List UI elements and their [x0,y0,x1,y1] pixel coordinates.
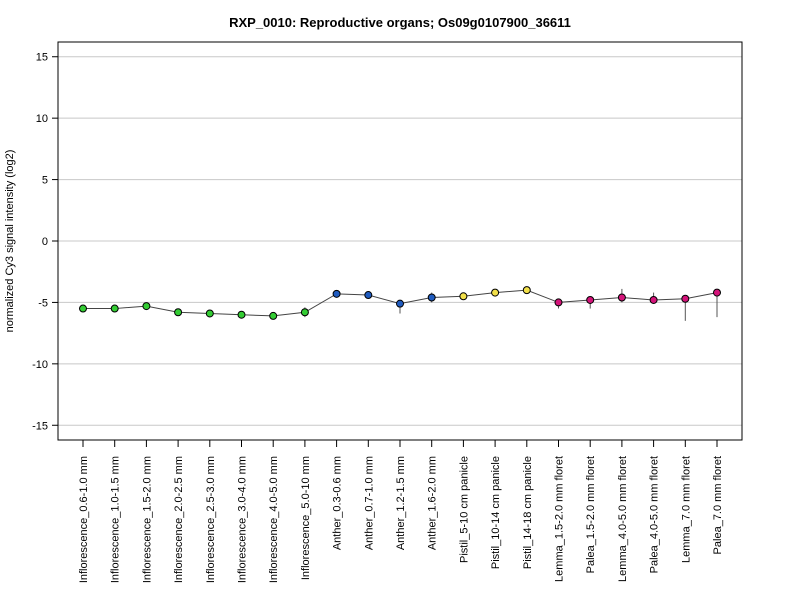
x-tick-label: Palea_4.0-5.0 mm floret [649,456,661,573]
x-tick-label: Pistil_5-10 cm panicle [458,456,470,563]
y-axis: 15 10 5 0 -5 -10 -15 [32,52,58,432]
data-point [364,291,373,300]
x-tick-label: Lemma_1.5-2.0 mm floret [554,456,566,582]
y-axis-label: normalized Cy3 signal intensity (log2) [4,150,16,333]
y-tick-label: 5 [42,175,48,187]
data-point [649,295,658,304]
x-axis: Inflorescence_0.6-1.0 mm Inflorescence_1.… [78,440,724,583]
x-tick-label: Pistil_10-14 cm panicle [490,456,502,569]
x-tick-label: Palea_7.0 mm floret [712,456,724,554]
data-point [459,292,468,301]
data-point [300,308,309,317]
data-point [142,302,151,311]
data-point [79,304,87,313]
grid-lines [58,56,742,426]
x-tick-label: Palea_1.5-2.0 mm floret [585,456,597,573]
data-point [396,299,404,308]
x-tick-label: Inflorescence_5.0-10 mm [300,456,312,580]
data-point [237,310,246,319]
data-point [110,304,119,313]
x-tick-label: Inflorescence_2.5-3.0 mm [205,456,217,583]
x-tick-label: Pistil_14-18 cm panicle [522,456,534,569]
x-tick-label: Inflorescence_1.5-2.0 mm [141,456,153,583]
x-tick-label: Lemma_7.0 mm floret [680,456,692,563]
data-series [79,286,721,321]
y-tick-label: 0 [42,236,48,248]
x-tick-label: Inflorescence_2.0-2.5 mm [173,456,185,583]
data-point [332,289,341,298]
y-tick-label: -5 [38,297,48,309]
x-tick-label: Inflorescence_1.0-1.5 mm [110,456,122,583]
y-tick-label: -10 [32,359,48,371]
data-point [713,288,721,297]
data-point [491,288,500,297]
y-tick-label: 10 [36,113,48,125]
data-point [269,311,278,320]
y-tick-label: -15 [32,420,48,432]
x-tick-label: Inflorescence_4.0-5.0 mm [268,456,280,583]
x-tick-label: Anther_0.3-0.6 mm [332,456,344,550]
x-tick-label: Anther_1.2-1.5 mm [395,456,407,550]
plot-frame [57,41,743,441]
x-tick-label: Inflorescence_3.0-4.0 mm [237,456,249,583]
y-tick-label: 15 [36,52,48,64]
data-point [205,309,214,318]
x-tick-label: Inflorescence_0.6-1.0 mm [78,456,90,583]
data-point [586,295,595,304]
chart-title: RXP_0010: Reproductive organs; Os09g0107… [229,15,571,30]
x-tick-label: Anther_0.7-1.0 mm [363,456,375,550]
data-point [554,298,563,307]
data-point [522,286,531,295]
data-point [681,294,690,303]
data-point [174,308,183,317]
data-point [427,293,436,302]
data-point [617,293,626,302]
x-tick-label: Lemma_4.0-5.0 mm floret [617,456,629,582]
x-tick-label: Anther_1.6-2.0 mm [427,456,439,550]
